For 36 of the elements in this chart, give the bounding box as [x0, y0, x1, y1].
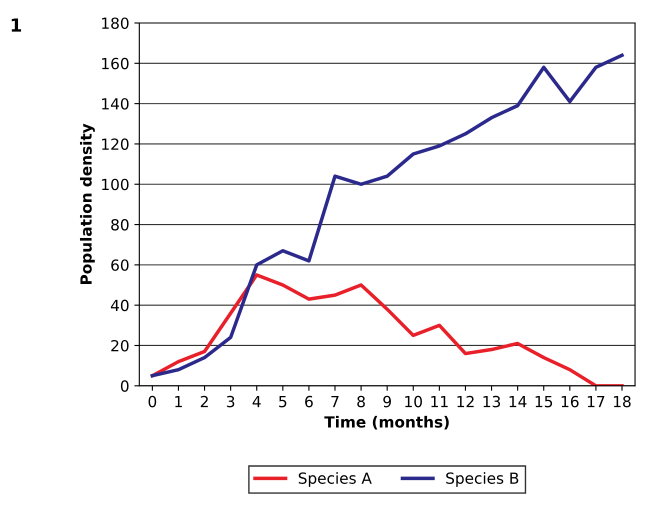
x-axis-title: Time (months) — [324, 416, 449, 430]
y-tick-label: 80 — [111, 219, 129, 231]
y-tick-label: 0 — [120, 380, 129, 392]
x-tick-label: 16 — [562, 396, 579, 408]
legend-label: Species A — [298, 472, 372, 487]
y-tick-label: 100 — [102, 178, 129, 190]
x-tick-label: 0 — [148, 396, 156, 408]
x-tick-label: 6 — [305, 396, 313, 408]
legend-label: Species B — [446, 472, 518, 487]
y-tick-label: 120 — [102, 138, 129, 150]
x-tick-label: 14 — [510, 396, 526, 408]
y-tick-label: 180 — [102, 17, 129, 30]
x-tick-label: 17 — [588, 396, 604, 408]
x-tick-label: 13 — [484, 396, 500, 408]
y-tick-label: 160 — [102, 58, 129, 70]
x-tick-label: 7 — [331, 396, 339, 408]
y-tick-label: 20 — [111, 340, 129, 352]
x-tick-label: 9 — [383, 396, 391, 408]
y-tick-label: 140 — [102, 98, 129, 110]
y-tick-label: 40 — [110, 300, 129, 312]
x-tick-label: 2 — [200, 396, 208, 408]
x-tick-label: 8 — [357, 396, 365, 408]
x-tick-label: 3 — [226, 396, 234, 408]
line-series — [150, 273, 624, 386]
x-tick-label: 10 — [405, 396, 422, 408]
y-tick-label: 60 — [111, 259, 129, 271]
x-tick-label: 15 — [536, 396, 552, 408]
x-tick-label: 12 — [457, 396, 474, 408]
x-tick-label: 11 — [431, 396, 448, 408]
text: 1 — [12, 18, 22, 32]
y-axis-title: Population density — [80, 124, 95, 284]
x-tick-label: 18 — [614, 396, 631, 408]
x-tick-label: 4 — [252, 396, 261, 408]
line-series — [150, 54, 624, 378]
x-tick-label: 5 — [279, 396, 286, 408]
x-tick-label: 1 — [175, 396, 182, 408]
